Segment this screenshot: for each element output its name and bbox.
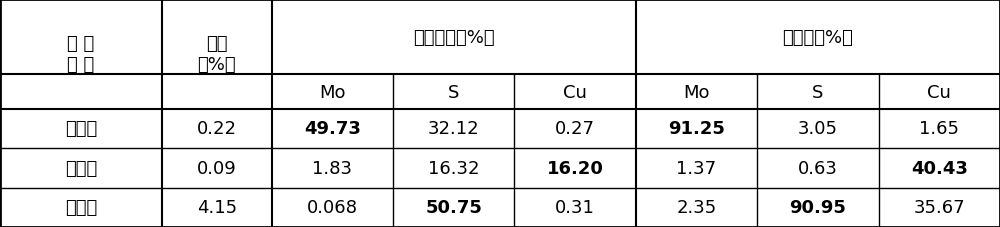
Text: 35.67: 35.67	[913, 198, 965, 216]
Text: 回收率（%）: 回收率（%）	[782, 29, 853, 47]
Text: 0.27: 0.27	[555, 120, 595, 138]
Text: 32.12: 32.12	[428, 120, 480, 138]
Text: 元素含量（%）: 元素含量（%）	[413, 29, 495, 47]
Text: 90.95: 90.95	[789, 198, 846, 216]
Text: 3.05: 3.05	[798, 120, 838, 138]
Text: 产率
（%）: 产率 （%）	[197, 35, 236, 74]
Text: 16.20: 16.20	[547, 159, 604, 177]
Text: 0.31: 0.31	[555, 198, 595, 216]
Text: 91.25: 91.25	[668, 120, 725, 138]
Text: Mo: Mo	[683, 83, 710, 101]
Text: 硫精矿: 硫精矿	[65, 198, 97, 216]
Text: 0.09: 0.09	[197, 159, 237, 177]
Text: Cu: Cu	[927, 83, 951, 101]
Text: 1.65: 1.65	[919, 120, 959, 138]
Text: 2.35: 2.35	[676, 198, 717, 216]
Text: S: S	[812, 83, 824, 101]
Text: 1.37: 1.37	[676, 159, 717, 177]
Text: 0.22: 0.22	[197, 120, 237, 138]
Text: 0.63: 0.63	[798, 159, 838, 177]
Text: 50.75: 50.75	[425, 198, 482, 216]
Text: 40.43: 40.43	[911, 159, 968, 177]
Text: 1.83: 1.83	[312, 159, 352, 177]
Text: S: S	[448, 83, 459, 101]
Text: Cu: Cu	[563, 83, 587, 101]
Text: 16.32: 16.32	[428, 159, 480, 177]
Text: 4.15: 4.15	[197, 198, 237, 216]
Text: 0.068: 0.068	[307, 198, 358, 216]
Text: 钼精矿: 钼精矿	[65, 120, 97, 138]
Text: Mo: Mo	[319, 83, 346, 101]
Text: 铜精矿: 铜精矿	[65, 159, 97, 177]
Text: 49.73: 49.73	[304, 120, 361, 138]
Text: 产 品
名 称: 产 品 名 称	[67, 35, 95, 74]
